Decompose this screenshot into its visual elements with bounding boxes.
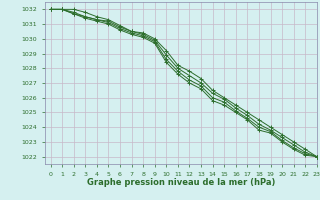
X-axis label: Graphe pression niveau de la mer (hPa): Graphe pression niveau de la mer (hPa) [87, 178, 275, 187]
